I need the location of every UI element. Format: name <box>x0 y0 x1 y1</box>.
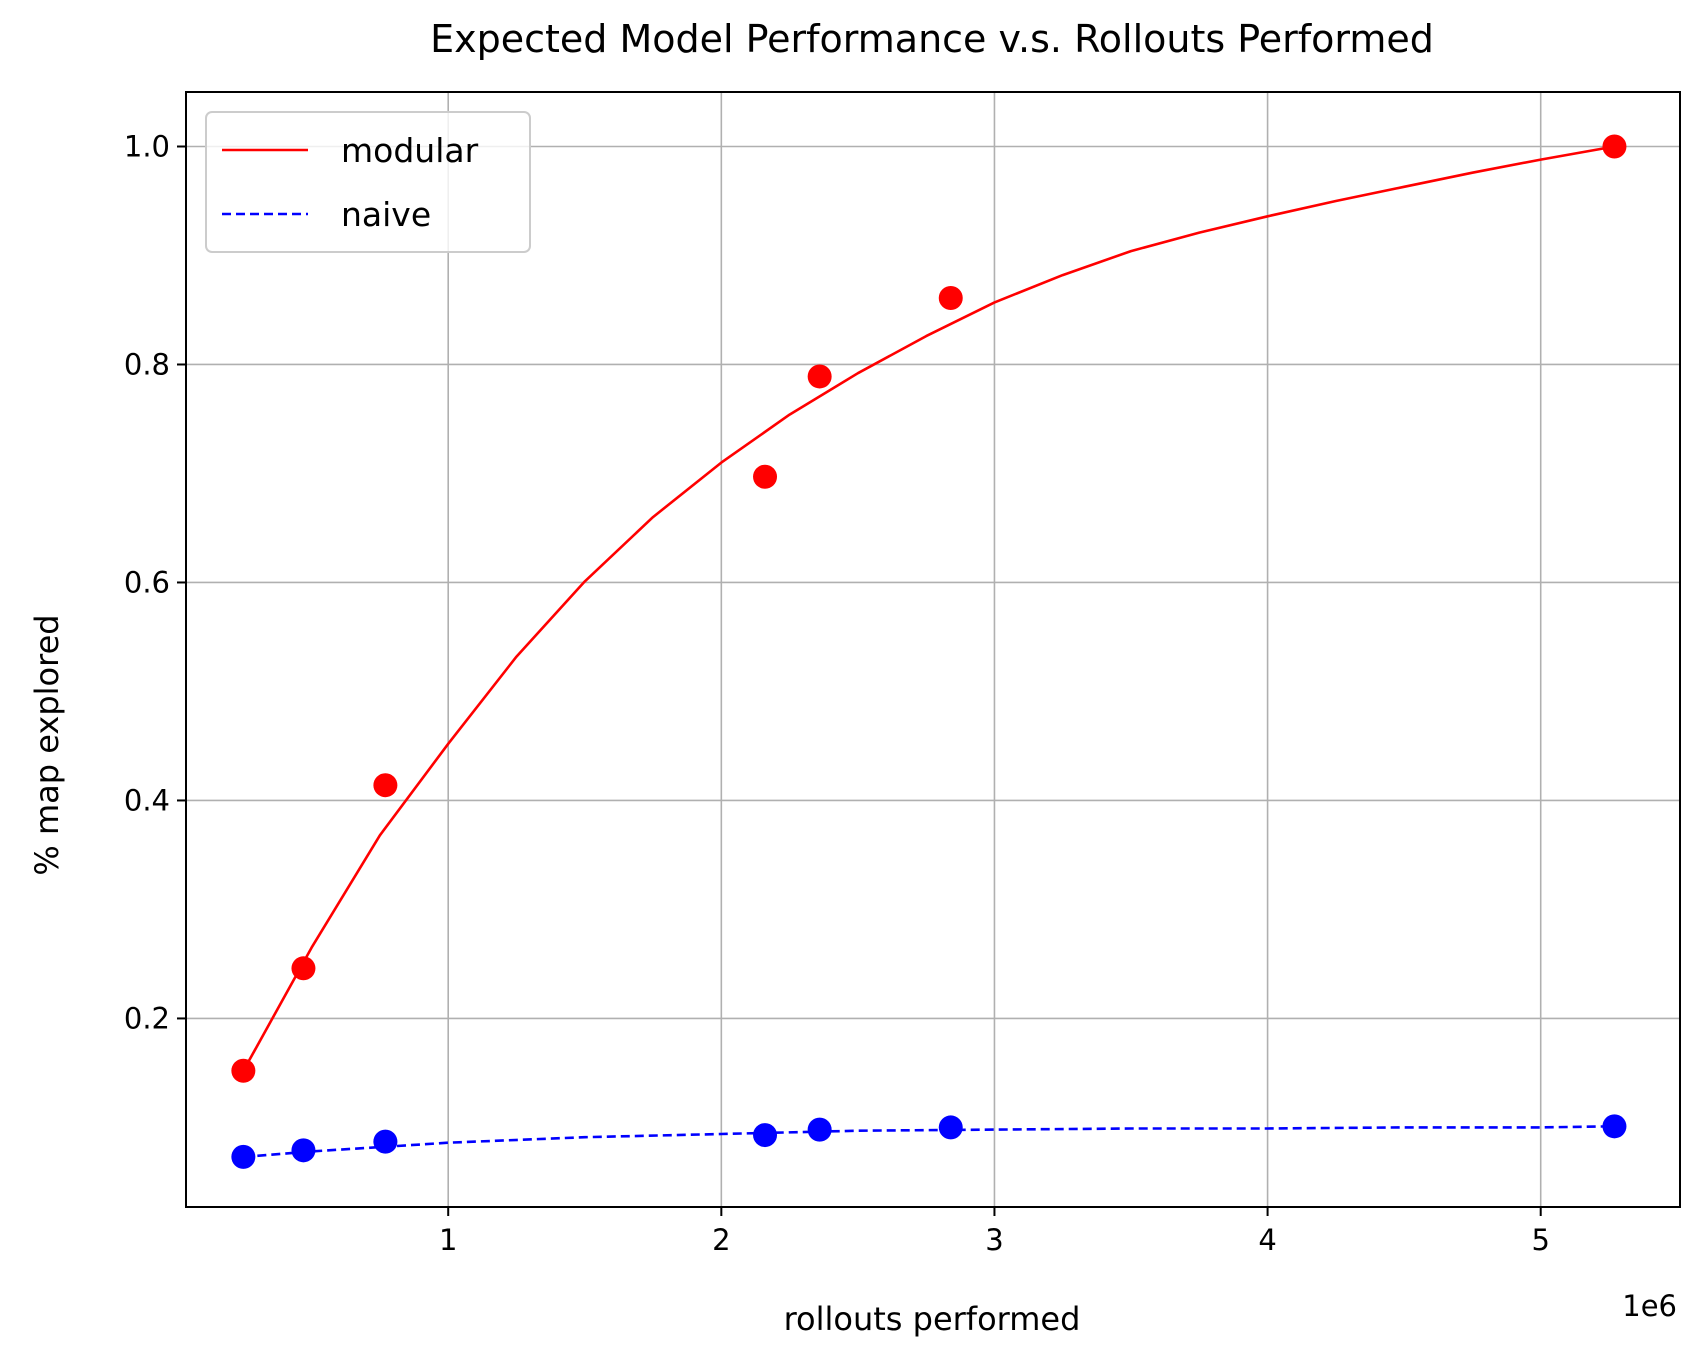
data-point-modular <box>1602 134 1627 159</box>
y-tick-label: 1.0 <box>124 129 170 163</box>
y-axis-label: % map explored <box>28 614 66 875</box>
data-point-naive <box>291 1138 316 1163</box>
x-axis-offset-label: 1e6 <box>1622 1289 1677 1323</box>
x-tick-label: 5 <box>1531 1223 1549 1257</box>
gridlines <box>186 92 1680 1207</box>
axis-ticks: 1 2 3 4 5 0.2 0.4 0.6 0.8 1.0 <box>124 129 1550 1257</box>
legend-label-naive: naive <box>341 195 431 234</box>
plot-frame <box>185 91 1681 1208</box>
data-point-modular <box>753 464 778 489</box>
series-line-modular <box>242 145 1615 1072</box>
legend-label-modular: modular <box>341 131 479 170</box>
data-point-naive <box>807 1117 832 1142</box>
data-point-modular <box>807 364 832 389</box>
chart-title: Expected Model Performance v.s. Rollouts… <box>430 17 1434 61</box>
y-tick-label: 0.8 <box>124 347 170 381</box>
data-point-modular <box>373 773 398 798</box>
series-points <box>231 134 1627 1169</box>
x-tick-label: 2 <box>712 1223 730 1257</box>
series-lines <box>242 145 1615 1159</box>
x-axis-label: rollouts performed <box>784 1300 1081 1338</box>
data-point-naive <box>231 1144 256 1169</box>
x-tick-label: 3 <box>985 1223 1003 1257</box>
y-tick-label: 0.2 <box>124 1001 170 1035</box>
data-point-modular <box>938 285 963 310</box>
legend: modular naive <box>205 111 531 253</box>
data-point-modular <box>231 1058 256 1083</box>
x-tick-label: 4 <box>1258 1223 1276 1257</box>
data-point-naive <box>1602 1114 1627 1139</box>
data-point-naive <box>938 1115 963 1140</box>
data-point-modular <box>291 956 316 981</box>
data-point-naive <box>373 1129 398 1154</box>
data-point-naive <box>753 1123 778 1148</box>
x-tick-label: 1 <box>439 1223 457 1257</box>
y-tick-label: 0.4 <box>124 783 170 817</box>
y-tick-label: 0.6 <box>124 565 170 599</box>
legend-box <box>205 111 531 253</box>
